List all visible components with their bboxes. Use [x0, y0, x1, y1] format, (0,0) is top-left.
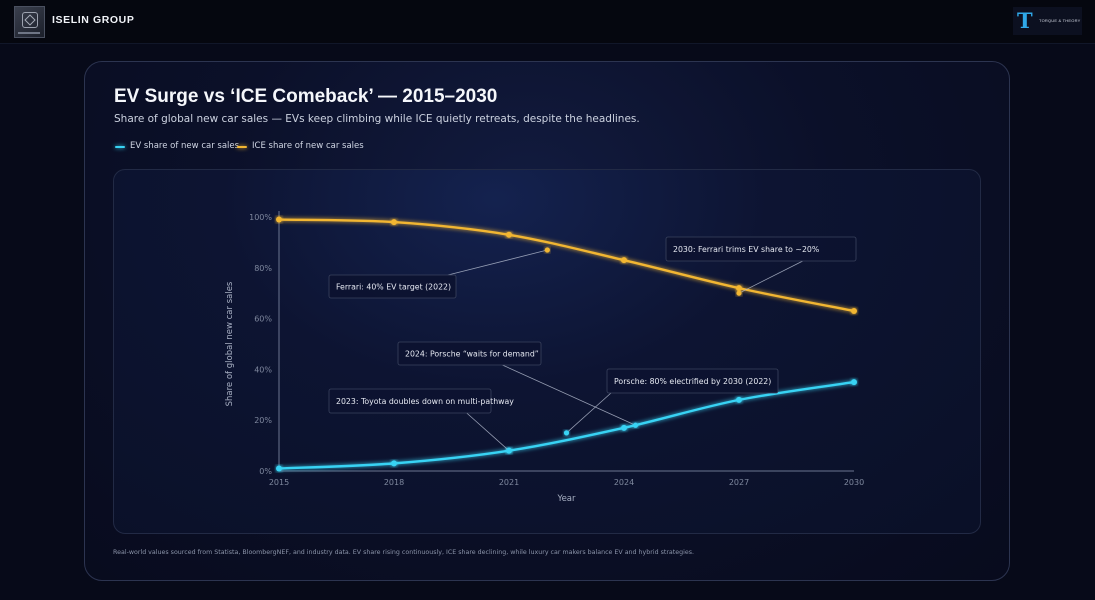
data-point-ev [736, 396, 742, 403]
x-tick-label: 2021 [499, 478, 519, 487]
brand-name[interactable]: ISELIN GROUP [52, 14, 135, 26]
annotation-box [328, 388, 492, 414]
data-point-ice [621, 257, 627, 264]
annotation-label: Ferrari: 40% EV target (2022) [336, 283, 451, 292]
annotation-connector [447, 249, 548, 276]
series-line-ev [277, 380, 856, 470]
x-tick-label: 2030 [844, 478, 864, 487]
annotation-label: 2024: Porsche “waits for demand” [405, 350, 539, 359]
torque-theory-logo[interactable]: T TORQUE & THEORY [1013, 7, 1082, 35]
y-tick-label: 100% [249, 213, 272, 222]
series-line-ice [277, 218, 856, 313]
annotation-box [606, 368, 779, 394]
data-point-ice [506, 231, 512, 238]
legend-label-ev: EV share of new car sales [130, 141, 240, 151]
y-tick-label: 60% [254, 315, 272, 324]
x-tick-label: 2018 [384, 478, 404, 487]
annotation-box [397, 341, 542, 366]
torque-badge-text: TORQUE & THEORY [1039, 18, 1081, 23]
y-axis-label: Share of global new car sales [225, 281, 235, 406]
annotation-label: Porsche: 80% electrified by 2030 (2022) [614, 377, 771, 386]
data-point-ev [391, 460, 397, 467]
x-axis-label: Year [557, 494, 577, 504]
annotation-connector [502, 364, 636, 426]
data-point-ev [621, 424, 627, 431]
chart-title: EV Surge vs ‘ICE Comeback’ — 2015–2030 [114, 86, 498, 107]
annotation-point-ev [506, 448, 512, 454]
annotation-point-ev [563, 430, 570, 436]
annotation-box [665, 236, 857, 262]
plot-panel: 0% 20% 40% 60% 80% 100% 2015 2018 2021 2024 2027 20… [113, 169, 981, 534]
annotation-point-ev [632, 422, 639, 428]
x-tick-label: 2015 [269, 478, 289, 487]
y-tick-label: 40% [254, 365, 272, 374]
data-point-ice [391, 219, 397, 226]
data-point-ev [851, 379, 857, 386]
x-tick-label: 2027 [729, 478, 749, 487]
legend-label-ice: ICE share of new car sales [252, 141, 364, 151]
footnote: Real-world values sourced from Statista,… [113, 549, 695, 556]
data-point-ice [736, 285, 742, 292]
annotation-connector [738, 260, 803, 294]
y-tick-label: 80% [254, 264, 272, 273]
top-bar: ISELIN GROUP T TORQUE & THEORY [0, 0, 1095, 44]
y-tick-label: 20% [254, 416, 272, 425]
annotation-connector [466, 412, 510, 451]
annotation-point-ice [736, 290, 742, 296]
annotation-point-ice [544, 247, 550, 253]
annotation-label: 2023: Toyota doubles down on multi-pathw… [336, 397, 514, 406]
chart-svg: 0% 20% 40% 60% 80% 100% 2015 2018 2021 2024 2027 20… [225, 211, 864, 504]
annotation-connector [566, 392, 612, 434]
x-tick-label: 2024 [614, 478, 634, 487]
torque-t-icon: T [1017, 8, 1033, 33]
data-point-ice [276, 216, 282, 223]
legend-swatch-ev [115, 146, 125, 148]
legend-swatch-ice [237, 146, 247, 148]
annotation-label: 2030: Ferrari trims EV share to ~20% [673, 245, 819, 254]
y-tick-label: 0% [259, 467, 272, 476]
iselin-logo-icon[interactable] [14, 6, 45, 38]
chart-subtitle: Share of global new car sales — EVs keep… [114, 113, 640, 125]
data-point-ev [276, 465, 282, 472]
annotation-box [328, 274, 457, 299]
data-point-ice [851, 307, 857, 314]
